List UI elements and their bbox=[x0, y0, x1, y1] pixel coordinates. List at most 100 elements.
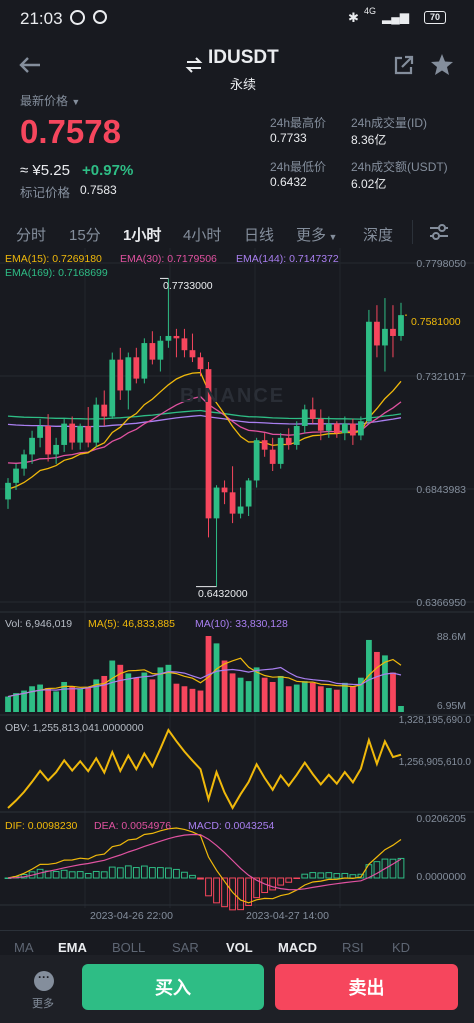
candle-body bbox=[237, 506, 244, 514]
legend-ema15: EMA(15): 0.7269180 bbox=[5, 253, 102, 265]
volume-bar bbox=[237, 677, 244, 712]
legend-ma10: MA(10): 33,830,128 bbox=[195, 618, 288, 630]
volume-bar bbox=[317, 686, 324, 712]
tab-depth[interactable]: 深度 bbox=[363, 227, 394, 244]
indicator-boll[interactable]: BOLL bbox=[112, 940, 146, 955]
volume-bar bbox=[141, 672, 148, 712]
volume-bar bbox=[125, 673, 132, 712]
candle-body bbox=[245, 480, 252, 507]
tab-4h[interactable]: 4小时 bbox=[183, 227, 222, 244]
candle-body bbox=[197, 357, 204, 370]
candle-body bbox=[13, 468, 19, 483]
eye-icon bbox=[70, 10, 85, 25]
candle-body bbox=[325, 423, 332, 431]
tab-1d[interactable]: 日线 bbox=[244, 227, 275, 244]
indicator-sar[interactable]: SAR bbox=[172, 940, 199, 955]
header: IDUSDT 永续 bbox=[0, 38, 474, 93]
macd-histogram-bar bbox=[84, 873, 92, 879]
macd-histogram-bar bbox=[148, 867, 156, 879]
dropdown-caret-icon: ▼ bbox=[71, 97, 81, 107]
sell-button[interactable]: 卖出 bbox=[275, 964, 458, 1010]
volume-bar bbox=[37, 684, 43, 712]
tab-1h[interactable]: 1小时 bbox=[123, 227, 162, 244]
favorite-star-icon[interactable] bbox=[430, 53, 454, 76]
candle-body bbox=[269, 449, 276, 464]
more-icon[interactable]: ··· bbox=[34, 971, 54, 991]
more-label[interactable]: 更多 bbox=[32, 998, 54, 1010]
dif-line bbox=[7, 827, 402, 904]
price-cny: ≈ ¥5.25 bbox=[20, 162, 70, 179]
candle-body bbox=[5, 482, 11, 500]
kline-chart[interactable] bbox=[0, 248, 474, 936]
macd-histogram-bar bbox=[333, 873, 341, 879]
tab-time-sharing[interactable]: 分时 bbox=[16, 227, 47, 244]
chart-settings-icon[interactable] bbox=[428, 222, 450, 242]
macd-histogram-bar bbox=[245, 877, 252, 906]
candle-body bbox=[173, 335, 180, 339]
macd-histogram-bar bbox=[173, 868, 180, 879]
share-icon[interactable] bbox=[393, 54, 415, 76]
legend-ema144: EMA(144): 0.7147372 bbox=[236, 253, 339, 265]
legend-dea: DEA: 0.0054976 bbox=[94, 820, 172, 832]
macd-histogram-bar bbox=[213, 877, 220, 904]
network-type: 4G bbox=[364, 6, 377, 16]
tab-more[interactable]: 更多 ▼ bbox=[296, 227, 338, 244]
tab-15m[interactable]: 15分 bbox=[69, 227, 101, 244]
volume-bar bbox=[61, 681, 68, 712]
swap-icon[interactable] bbox=[185, 57, 203, 73]
macd-axis-label: 0.0000000 bbox=[416, 871, 466, 883]
candle-body bbox=[21, 454, 27, 469]
back-arrow-icon[interactable] bbox=[18, 55, 42, 75]
candle-body bbox=[309, 409, 316, 419]
indicator-kd[interactable]: KD bbox=[392, 940, 411, 955]
indicator-ma[interactable]: MA bbox=[14, 940, 34, 955]
macd-histogram-bar bbox=[397, 857, 405, 879]
symbol-title[interactable]: IDUSDT bbox=[208, 47, 279, 68]
volume-bar bbox=[229, 673, 236, 712]
indicator-rsi[interactable]: RSI bbox=[342, 940, 364, 955]
vol-ma10-line bbox=[7, 666, 402, 698]
current-price-tag: 0.7581000 bbox=[411, 316, 461, 328]
volume-bar bbox=[382, 655, 388, 712]
macd-histogram-bar bbox=[341, 872, 349, 879]
high-marker: 0.7733000 bbox=[163, 280, 213, 292]
macd-histogram-bar bbox=[205, 877, 212, 897]
indicator-ema[interactable]: EMA bbox=[58, 940, 87, 955]
battery-icon: 70 bbox=[424, 11, 446, 24]
candle-body bbox=[382, 328, 388, 346]
candle-body bbox=[366, 321, 372, 422]
candle-body bbox=[85, 425, 92, 443]
volume-bar bbox=[309, 682, 316, 712]
buy-button[interactable]: 买入 bbox=[82, 964, 264, 1010]
candle-body bbox=[277, 437, 284, 464]
candle-body bbox=[229, 492, 236, 514]
macd-histogram-bar bbox=[229, 877, 236, 911]
divider bbox=[0, 930, 474, 931]
volume-bar bbox=[221, 660, 228, 712]
volume-bar bbox=[213, 643, 220, 712]
latest-price-label[interactable]: 最新价格 ▼ bbox=[20, 94, 81, 108]
macd-histogram-bar bbox=[100, 871, 108, 879]
legend-vol: Vol: 6,946,019 bbox=[5, 618, 73, 630]
indicator-vol[interactable]: VOL bbox=[226, 940, 253, 955]
time-axis-label: 2023-04-27 14:00 bbox=[246, 910, 329, 922]
indicator-macd[interactable]: MACD bbox=[278, 940, 317, 955]
signal-icon: ▂▄▆ bbox=[382, 10, 409, 24]
macd-histogram-bar bbox=[269, 877, 277, 891]
volume-bar bbox=[117, 664, 124, 712]
volume-bar bbox=[349, 686, 356, 712]
macd-histogram-bar bbox=[285, 877, 293, 883]
legend-ma5: MA(5): 46,833,885 bbox=[88, 618, 175, 630]
vol-id: 8.36亿 bbox=[351, 133, 387, 147]
mark-price: 0.7583 bbox=[80, 183, 117, 197]
candle-body bbox=[125, 357, 132, 391]
candle-body bbox=[221, 487, 228, 493]
ema15-line bbox=[7, 371, 402, 490]
candle-body bbox=[349, 423, 356, 436]
macd-histogram-bar bbox=[325, 872, 333, 879]
volume-bar bbox=[293, 684, 300, 712]
volume-bar bbox=[133, 677, 140, 712]
candle-body bbox=[141, 343, 148, 379]
macd-histogram-bar bbox=[189, 874, 196, 879]
volume-bar bbox=[149, 679, 156, 712]
